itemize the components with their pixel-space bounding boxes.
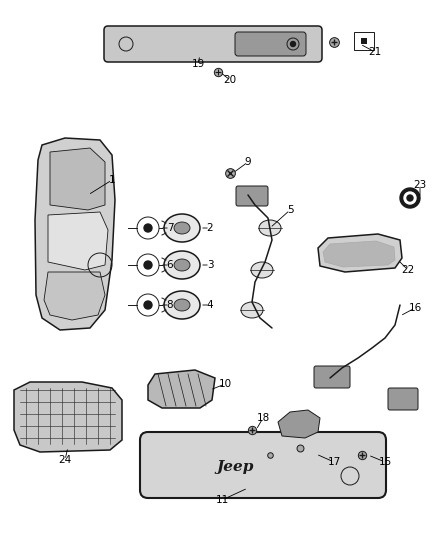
FancyBboxPatch shape — [235, 32, 306, 56]
Ellipse shape — [164, 251, 200, 279]
FancyBboxPatch shape — [104, 26, 322, 62]
Ellipse shape — [251, 262, 273, 278]
Text: 18: 18 — [256, 413, 270, 423]
Polygon shape — [48, 212, 108, 270]
Text: 1: 1 — [109, 175, 115, 185]
Text: 9: 9 — [245, 157, 251, 167]
Polygon shape — [148, 370, 215, 408]
Polygon shape — [318, 234, 402, 272]
FancyBboxPatch shape — [236, 186, 268, 206]
Text: 3: 3 — [207, 260, 213, 270]
Polygon shape — [44, 272, 105, 320]
Text: 7: 7 — [167, 223, 173, 233]
Text: 11: 11 — [215, 495, 229, 505]
FancyBboxPatch shape — [140, 432, 386, 498]
Circle shape — [407, 195, 413, 201]
Polygon shape — [278, 410, 320, 438]
Ellipse shape — [174, 259, 190, 271]
Text: 22: 22 — [401, 265, 415, 275]
Ellipse shape — [259, 220, 281, 236]
Polygon shape — [323, 241, 395, 267]
FancyBboxPatch shape — [388, 388, 418, 410]
Circle shape — [404, 192, 416, 204]
Ellipse shape — [164, 214, 200, 242]
FancyBboxPatch shape — [354, 32, 374, 50]
Ellipse shape — [164, 291, 200, 319]
Ellipse shape — [241, 302, 263, 318]
Text: 10: 10 — [219, 379, 232, 389]
Text: 17: 17 — [327, 457, 341, 467]
Ellipse shape — [174, 222, 190, 234]
Circle shape — [290, 42, 296, 46]
Text: 24: 24 — [58, 455, 72, 465]
Polygon shape — [14, 382, 122, 452]
Polygon shape — [35, 138, 115, 330]
Ellipse shape — [174, 299, 190, 311]
Text: Jeep: Jeep — [217, 460, 254, 474]
Circle shape — [144, 301, 152, 309]
Text: 2: 2 — [207, 223, 213, 233]
Circle shape — [144, 261, 152, 269]
Text: 19: 19 — [191, 59, 205, 69]
Polygon shape — [50, 148, 105, 210]
Text: 4: 4 — [207, 300, 213, 310]
Circle shape — [400, 188, 420, 208]
Text: 8: 8 — [167, 300, 173, 310]
Text: 23: 23 — [413, 180, 427, 190]
Text: 5: 5 — [287, 205, 293, 215]
Text: 20: 20 — [223, 75, 237, 85]
Circle shape — [144, 224, 152, 232]
Text: 15: 15 — [378, 457, 392, 467]
Text: 16: 16 — [408, 303, 422, 313]
Text: 21: 21 — [368, 47, 381, 57]
FancyBboxPatch shape — [314, 366, 350, 388]
Text: 6: 6 — [167, 260, 173, 270]
